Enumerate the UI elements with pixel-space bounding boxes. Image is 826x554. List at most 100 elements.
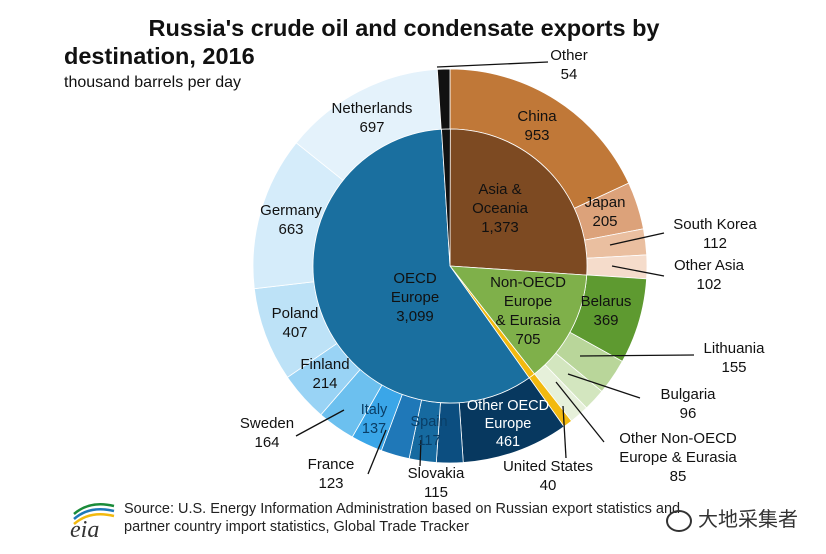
leader-sweden bbox=[295, 409, 345, 437]
label-nonoecd-line-3: & Eurasia bbox=[495, 312, 561, 329]
label-other: Other 54 bbox=[550, 47, 588, 83]
label-other-oecd-line-2: Europe bbox=[485, 416, 532, 432]
label-bulgaria-line-1: Bulgaria bbox=[660, 386, 716, 403]
label-us-line-2: 40 bbox=[540, 477, 557, 494]
label-spain-line-2: 117 bbox=[417, 433, 440, 449]
label-nonoecd: Non-OECD Europe & Eurasia 705 bbox=[490, 274, 566, 348]
eia-logo-text: eia bbox=[70, 517, 99, 538]
label-china: China 953 bbox=[517, 108, 557, 144]
label-other-asia-line-1: Other Asia bbox=[674, 257, 745, 274]
label-china-line-2: 953 bbox=[524, 127, 549, 144]
label-sweden-line-1: Sweden bbox=[240, 415, 294, 432]
label-other-line-2: 54 bbox=[561, 66, 578, 83]
label-other-asia: Other Asia 102 bbox=[674, 257, 745, 293]
label-asia-line-1: Asia & bbox=[478, 181, 521, 198]
watermark-text: 大地采集者 bbox=[698, 509, 798, 531]
label-italy-line-1: Italy bbox=[361, 402, 388, 418]
chart-title-line1: Russia's crude oil and condensate export… bbox=[148, 15, 660, 41]
label-france-line-2: 123 bbox=[318, 475, 343, 492]
label-japan: Japan 205 bbox=[585, 194, 626, 230]
label-spain-line-1: Spain bbox=[410, 414, 447, 430]
label-south-korea-line-2: 112 bbox=[703, 235, 727, 252]
source-note: Source: U.S. Energy Information Administ… bbox=[124, 500, 680, 536]
label-nonoecd-line-2: Europe bbox=[504, 293, 552, 310]
label-netherlands: Netherlands 697 bbox=[332, 100, 413, 136]
label-belarus: Belarus 369 bbox=[581, 293, 632, 329]
label-germany: Germany 663 bbox=[260, 202, 322, 238]
leader-other-non-oecd bbox=[555, 381, 605, 443]
leader-south-korea bbox=[609, 232, 665, 246]
leader-slovakia bbox=[419, 439, 422, 467]
source-line1: Source: U.S. Energy Information Administ… bbox=[124, 501, 681, 517]
chart-title-line2: destination, 2016 bbox=[64, 43, 255, 69]
label-lithuania-line-1: Lithuania bbox=[704, 340, 766, 357]
source-line2: partner country import statistics, Globa… bbox=[124, 519, 469, 535]
label-other-line-1: Other bbox=[550, 47, 588, 64]
label-belarus-line-2: 369 bbox=[593, 312, 618, 329]
inner-slice-oecd-europe bbox=[312, 128, 530, 404]
label-other-nonoecd-line-1: Other Non-OECD bbox=[619, 430, 737, 447]
label-france-line-1: France bbox=[308, 456, 355, 473]
chart-subtitle: thousand barrels per day bbox=[64, 74, 241, 91]
label-germany-line-2: 663 bbox=[278, 221, 303, 238]
label-asia-line-3: 1,373 bbox=[481, 219, 519, 236]
label-nonoecd-line-4: 705 bbox=[515, 331, 540, 348]
label-other-nonoecd-line-3: 85 bbox=[670, 468, 687, 485]
label-bulgaria-line-2: 96 bbox=[680, 405, 697, 422]
label-spain: Spain 117 bbox=[410, 414, 447, 449]
chart-title: Russia's crude oil and condensate export… bbox=[64, 14, 704, 70]
label-other-asia-line-2: 102 bbox=[696, 276, 721, 293]
leader-other-asia bbox=[611, 265, 665, 277]
label-italy: Italy 137 bbox=[361, 402, 388, 437]
label-finland: Finland 214 bbox=[300, 356, 349, 392]
label-france: France 123 bbox=[308, 456, 355, 492]
label-other-nonoecd: Other Non-OECD Europe & Eurasia 85 bbox=[619, 430, 737, 485]
label-asia-line-2: Oceania bbox=[472, 200, 529, 217]
label-slovakia: Slovakia 115 bbox=[408, 465, 465, 501]
label-belarus-line-1: Belarus bbox=[581, 293, 632, 310]
label-bulgaria: Bulgaria 96 bbox=[660, 386, 716, 422]
leader-other bbox=[436, 61, 549, 68]
label-netherlands-line-2: 697 bbox=[359, 119, 384, 136]
label-china-line-1: China bbox=[517, 108, 557, 125]
label-japan-line-1: Japan bbox=[585, 194, 626, 211]
leader-bulgaria bbox=[567, 373, 641, 399]
inner-slice-non-oecd-europe-eurasia bbox=[449, 265, 588, 375]
label-other-oecd-line-3: 461 bbox=[496, 434, 520, 450]
watermark: 大地采集者 bbox=[666, 503, 798, 532]
label-lithuania-line-2: 155 bbox=[721, 359, 746, 376]
label-asia: Asia & Oceania 1,373 bbox=[472, 181, 529, 236]
label-us-line-1: United States bbox=[503, 458, 593, 475]
label-netherlands-line-1: Netherlands bbox=[332, 100, 413, 117]
label-slovakia-line-1: Slovakia bbox=[408, 465, 465, 482]
label-other-oecd-line-1: Other OECD bbox=[467, 398, 549, 414]
label-south-korea-line-1: South Korea bbox=[673, 216, 757, 233]
label-finland-line-2: 214 bbox=[312, 375, 337, 392]
label-sweden: Sweden 164 bbox=[240, 415, 294, 451]
inner-slice-asia-oceania bbox=[449, 128, 588, 276]
eia-logo: eia bbox=[70, 503, 115, 538]
inner-slice-other bbox=[441, 128, 451, 267]
label-poland-line-2: 407 bbox=[282, 324, 307, 341]
label-italy-line-2: 137 bbox=[362, 421, 386, 437]
leader-united-states bbox=[562, 405, 567, 459]
leader-france bbox=[367, 429, 387, 475]
label-poland: Poland 407 bbox=[272, 305, 319, 341]
label-japan-line-2: 205 bbox=[592, 213, 617, 230]
label-oecd-line-1: OECD bbox=[393, 270, 437, 287]
label-sweden-line-2: 164 bbox=[254, 434, 279, 451]
label-oecd-line-2: Europe bbox=[391, 289, 439, 306]
label-oecd-line-3: 3,099 bbox=[396, 308, 434, 325]
label-poland-line-1: Poland bbox=[272, 305, 319, 322]
label-us: United States 40 bbox=[503, 458, 593, 494]
label-other-oecd: Other OECD Europe 461 bbox=[467, 398, 549, 450]
label-other-nonoecd-line-2: Europe & Eurasia bbox=[619, 449, 737, 466]
label-germany-line-1: Germany bbox=[260, 202, 322, 219]
chat-bubble-icon bbox=[666, 509, 692, 532]
label-south-korea: South Korea 112 bbox=[673, 216, 757, 252]
label-finland-line-1: Finland bbox=[300, 356, 349, 373]
label-nonoecd-line-1: Non-OECD bbox=[490, 274, 566, 291]
label-slovakia-line-2: 115 bbox=[424, 484, 448, 501]
label-oecd: OECD Europe 3,099 bbox=[391, 270, 439, 325]
